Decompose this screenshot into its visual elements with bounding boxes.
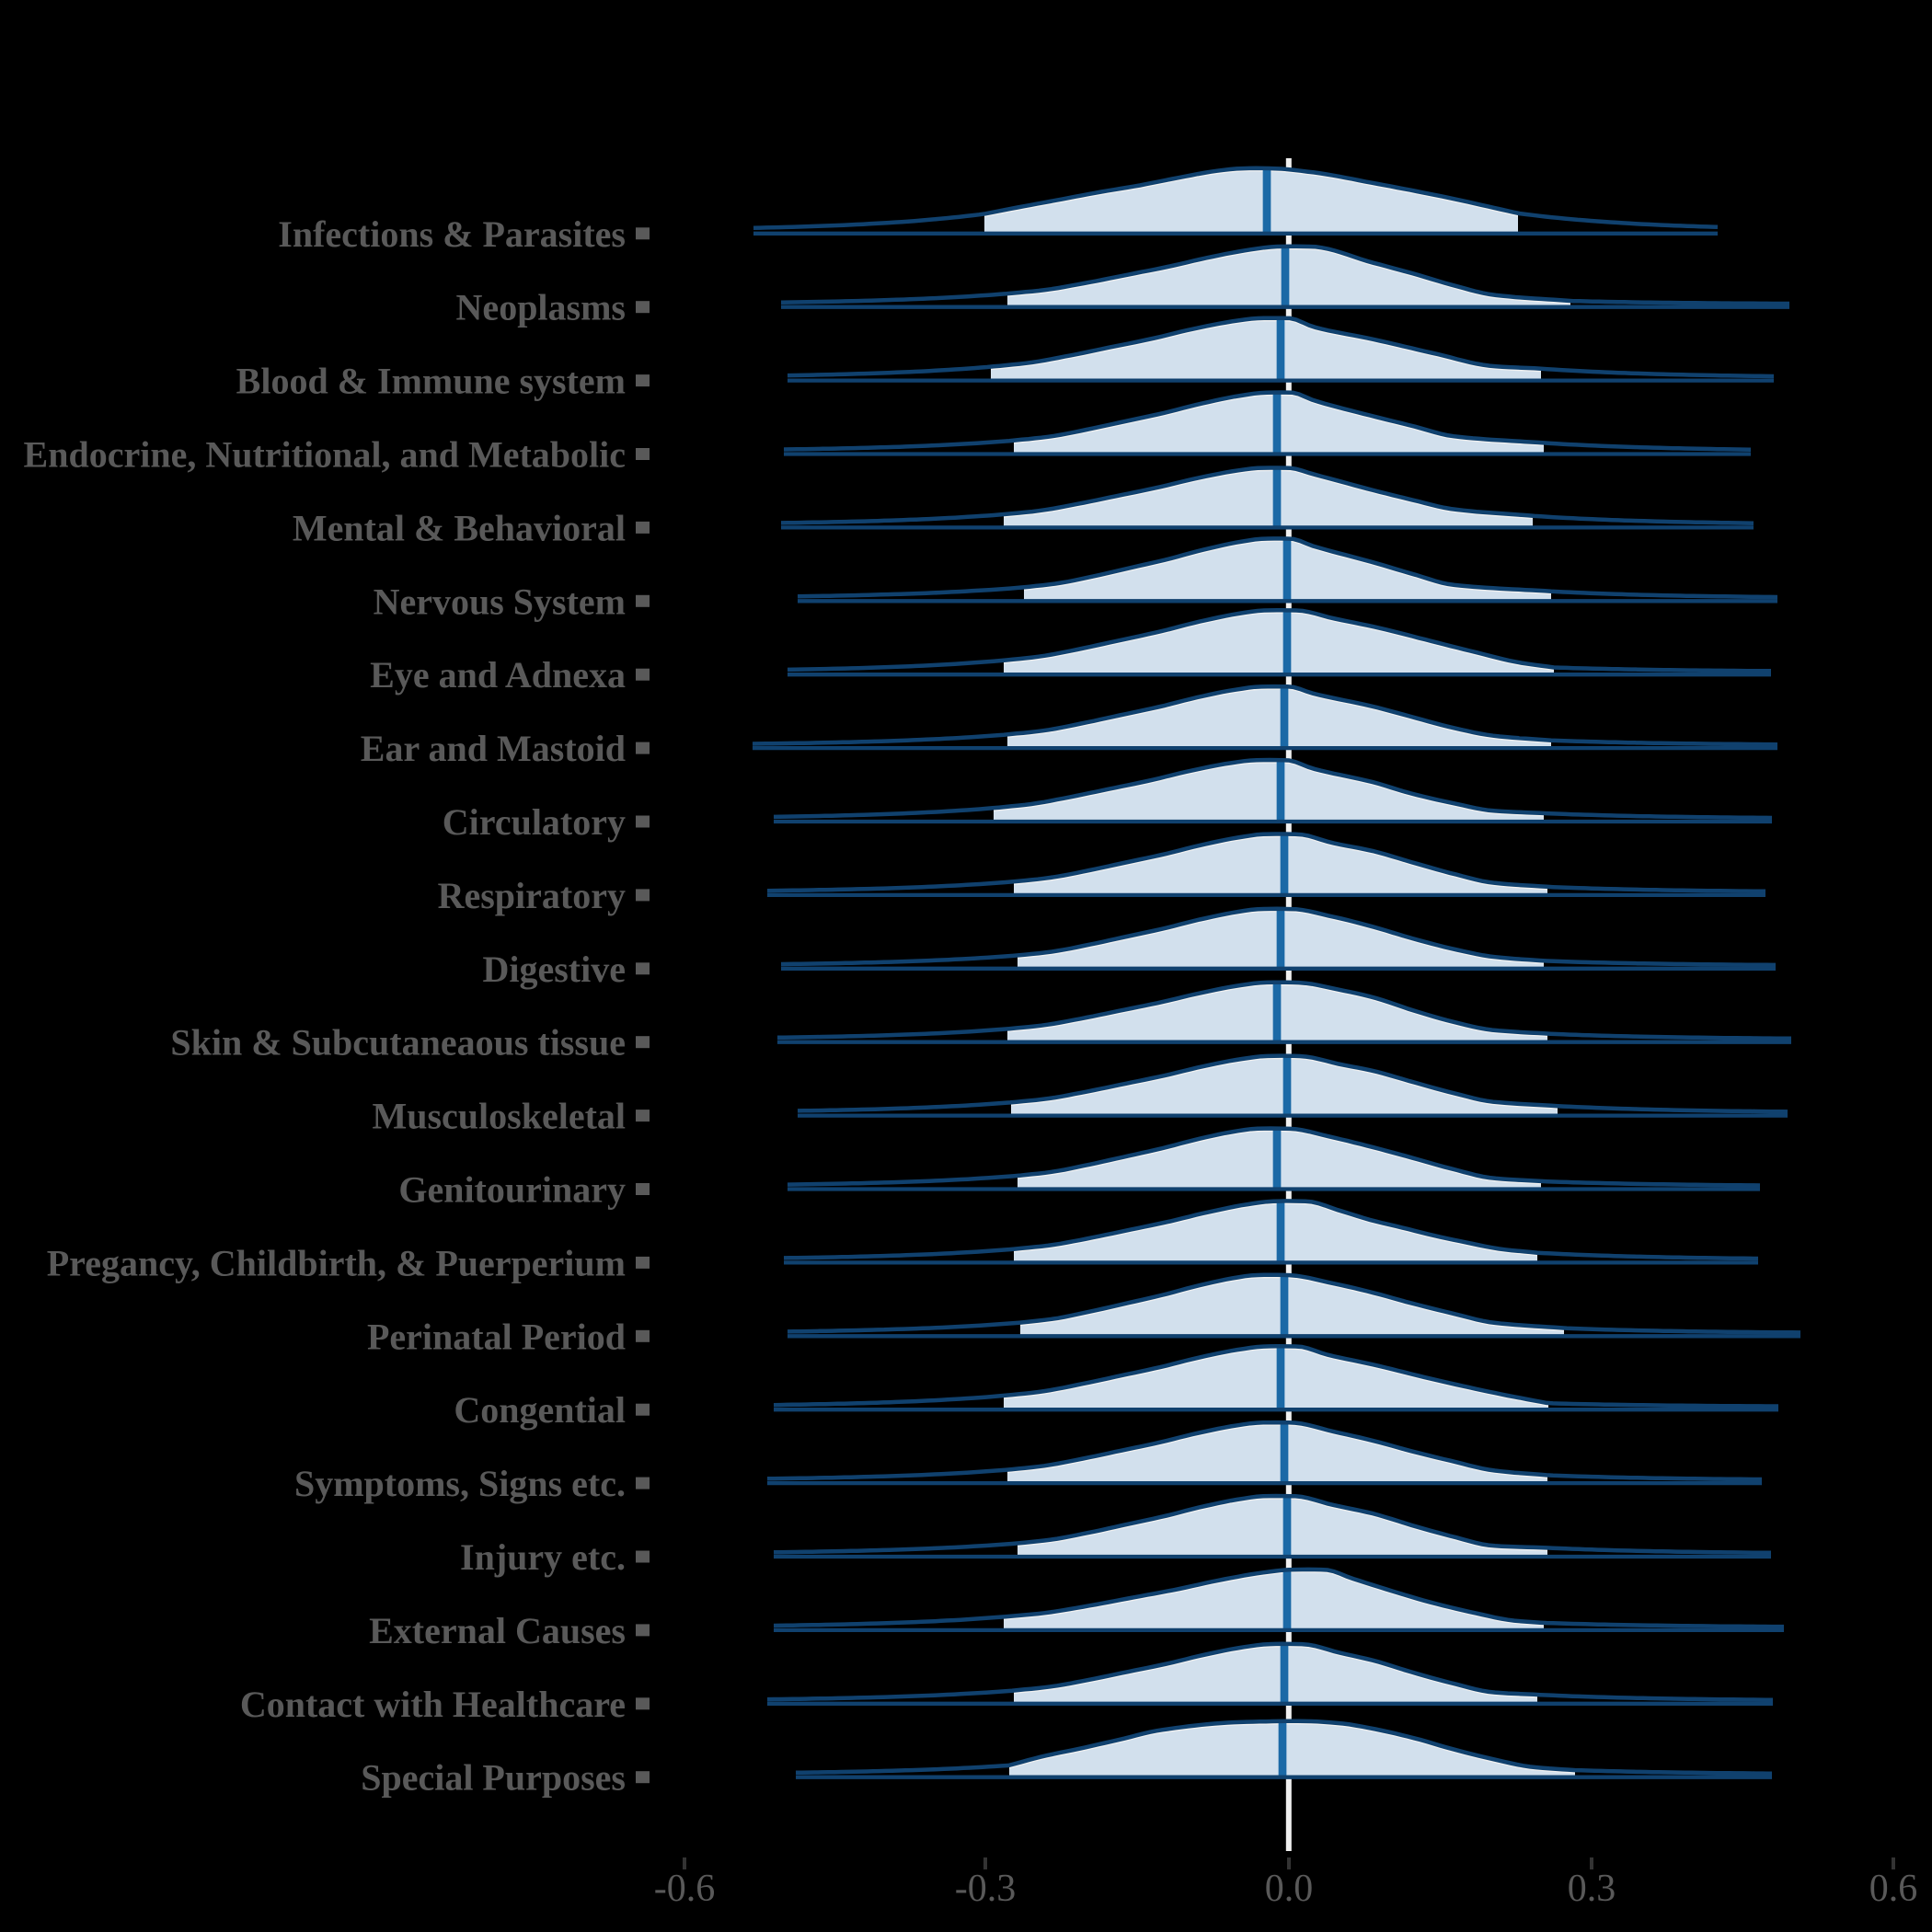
svg-text:Genitourinary: Genitourinary	[398, 1169, 626, 1211]
svg-text:Ear and Mastoid: Ear and Mastoid	[361, 728, 626, 769]
svg-text:Special Purposes: Special Purposes	[361, 1757, 626, 1799]
svg-text:Congential: Congential	[454, 1389, 626, 1431]
svg-text:Symptoms, Signs etc.: Symptoms, Signs etc.	[294, 1463, 626, 1504]
svg-text:External Causes: External Causes	[369, 1610, 626, 1651]
svg-text:Blood & Immune system: Blood & Immune system	[236, 361, 626, 402]
svg-text:Digestive: Digestive	[482, 949, 626, 990]
svg-text:0.0: 0.0	[1265, 1868, 1314, 1910]
svg-text:0.6: 0.6	[1869, 1868, 1918, 1910]
svg-text:0.3: 0.3	[1568, 1868, 1616, 1910]
svg-text:Mental & Behavioral: Mental & Behavioral	[293, 507, 626, 548]
svg-text:Eye and Adnexa: Eye and Adnexa	[370, 654, 626, 696]
svg-text:Perinatal Period: Perinatal Period	[367, 1316, 626, 1357]
svg-text:Nervous System: Nervous System	[374, 581, 626, 622]
svg-text:Neoplasms: Neoplasms	[456, 287, 626, 328]
svg-text:Respiratory: Respiratory	[438, 875, 626, 916]
svg-text:Skin & Subcutaneaous tissue: Skin & Subcutaneaous tissue	[170, 1022, 626, 1064]
svg-text:Endocrine, Nutritional, and Me: Endocrine, Nutritional, and Metabolic	[24, 434, 626, 476]
svg-text:Injury etc.: Injury etc.	[460, 1536, 626, 1578]
svg-text:Circulatory: Circulatory	[443, 801, 626, 843]
svg-text:Infections & Parasites: Infections & Parasites	[278, 213, 626, 255]
svg-text:-0.6: -0.6	[654, 1868, 716, 1910]
svg-text:Pregancy, Childbirth, & Puerpe: Pregancy, Childbirth, & Puerperium	[47, 1242, 626, 1283]
svg-text:-0.3: -0.3	[955, 1868, 1017, 1910]
svg-text:Contact with Healthcare: Contact with Healthcare	[240, 1684, 626, 1725]
svg-text:Musculoskeletal: Musculoskeletal	[372, 1096, 626, 1137]
